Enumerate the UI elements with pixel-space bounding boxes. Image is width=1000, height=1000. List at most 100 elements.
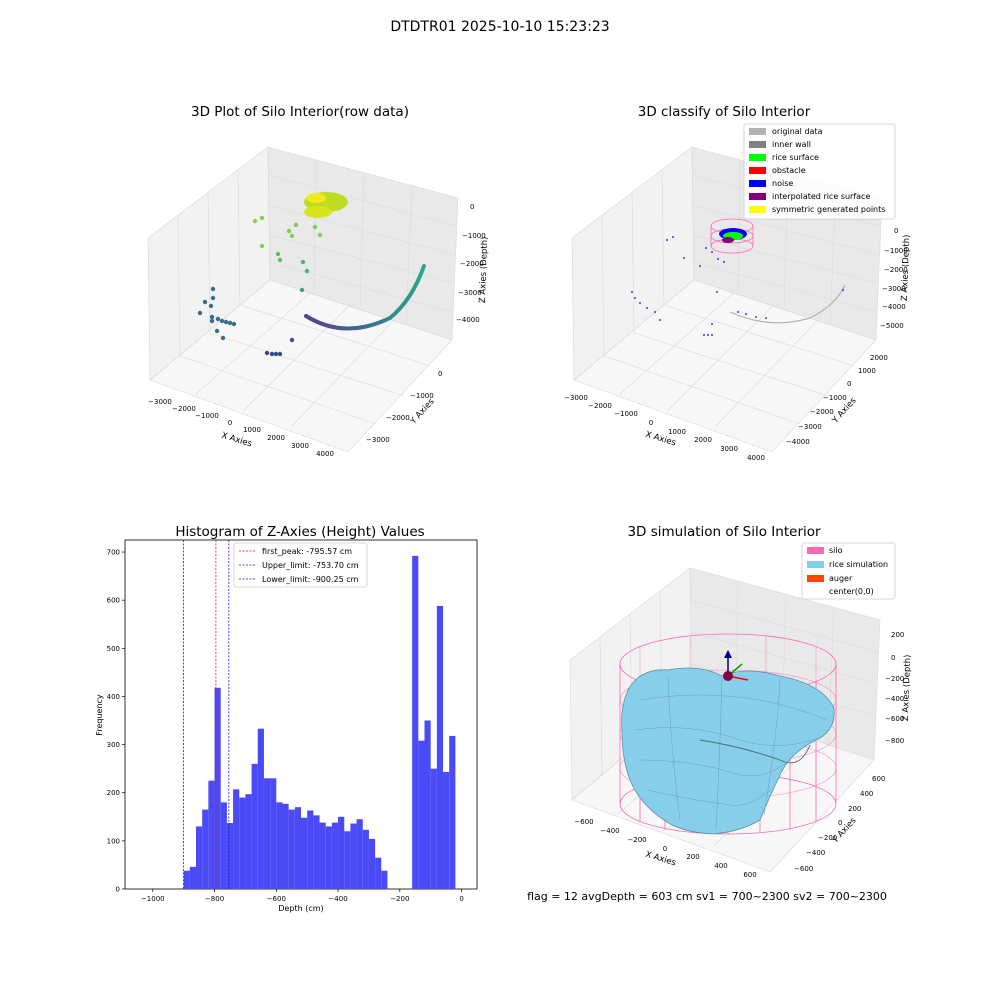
panel4-ylabel: Y Axies bbox=[830, 815, 859, 846]
panel4-xtick: 600 bbox=[743, 871, 756, 879]
legend-label-lower-limit: Lower_limit: -900.25 cm bbox=[262, 575, 359, 584]
panel2-xtick: 3000 bbox=[720, 445, 738, 453]
hist-bar-41 bbox=[436, 605, 444, 889]
hist-xtick-label-5: 0 bbox=[459, 895, 463, 903]
panel4-xtick: 0 bbox=[663, 845, 667, 853]
panel4-xtick: −600 bbox=[574, 818, 593, 826]
panel2-axes-panes bbox=[571, 146, 883, 453]
panel4-xtick: −400 bbox=[600, 827, 619, 835]
hist-bar-24 bbox=[331, 822, 339, 889]
panel1-xtick: 3000 bbox=[291, 442, 309, 450]
legend-swatch-auger bbox=[807, 575, 824, 582]
panel4-legend: silo rice simulation auger center(0,0) bbox=[801, 542, 896, 600]
panel2-ztick: −1000 bbox=[884, 247, 908, 255]
panel4-axis-ticks: −600 −400 −200 0 200 400 600 600 400 200… bbox=[574, 631, 904, 879]
hist-bar-20 bbox=[307, 810, 314, 889]
panel4-ztick: 0 bbox=[891, 654, 895, 662]
panel4-ytick: 400 bbox=[860, 790, 873, 798]
hist-bar-32 bbox=[381, 870, 388, 889]
panel1-left-cluster bbox=[197, 286, 283, 357]
hist-bar-14 bbox=[270, 778, 277, 889]
hist-ytick-label-1: 100 bbox=[107, 837, 120, 845]
hist-bar-38 bbox=[418, 740, 425, 889]
hist-bar-1 bbox=[189, 866, 197, 889]
hist-bar-2 bbox=[196, 826, 203, 889]
panel1-ztick: −1000 bbox=[462, 232, 486, 240]
panel4-xtick: 200 bbox=[686, 853, 699, 861]
legend-swatch-interpolated-rice-surface bbox=[749, 193, 766, 200]
panel-simulation-3d: 3D simulation of Silo Interior bbox=[569, 524, 913, 879]
panel2-wall-arc bbox=[729, 284, 846, 324]
panel1-ytick: −2000 bbox=[386, 414, 410, 422]
hist-bar-10 bbox=[245, 794, 252, 889]
panel4-rice-surface bbox=[621, 667, 835, 835]
panel4-ytick: 200 bbox=[848, 805, 861, 813]
panel2-data-points bbox=[631, 218, 846, 336]
legend-label-obstacle: obstacle bbox=[772, 166, 806, 175]
hist-bar-9 bbox=[239, 797, 246, 889]
panel1-xtick: 0 bbox=[228, 419, 232, 427]
panel2-noise-points bbox=[631, 236, 844, 336]
legend-label-first-peak: first_peak: -795.57 cm bbox=[262, 547, 352, 556]
panel1-title: 3D Plot of Silo Interior(row data) bbox=[191, 104, 409, 120]
hist-ytick-label-2: 200 bbox=[107, 789, 120, 797]
legend-swatch-rice-surface bbox=[749, 154, 766, 161]
panel4-ztick: −800 bbox=[885, 737, 904, 745]
panel4-rice-mesh bbox=[635, 675, 827, 831]
panel4-ztick: −600 bbox=[885, 715, 904, 723]
panel2-xtick: 1000 bbox=[668, 428, 686, 436]
panel2-xtick: −3000 bbox=[564, 394, 588, 402]
hist-bar-25 bbox=[338, 816, 345, 889]
legend-swatch-symmetric-generated-points bbox=[749, 206, 766, 213]
panel2-ytick: −3000 bbox=[798, 423, 822, 431]
panel2-ztick: 0 bbox=[894, 227, 898, 235]
hist-bar-30 bbox=[368, 838, 376, 889]
panel1-axis-ticks: −3000 −2000 −1000 0 1000 2000 3000 4000 … bbox=[148, 203, 486, 458]
hist-bar-3 bbox=[202, 809, 209, 889]
panel1-xtick: 4000 bbox=[316, 450, 334, 458]
panel2-ytick: −1000 bbox=[823, 394, 847, 402]
hist-ylabel: Frequency bbox=[95, 694, 104, 736]
legend-label-rice-surface: rice surface bbox=[772, 153, 819, 162]
hist-bar-18 bbox=[294, 807, 301, 889]
panel1-zlabel: Z Axies (Depth) bbox=[478, 236, 490, 303]
panel4-ztick: −400 bbox=[885, 695, 904, 703]
panel4-ytick: −400 bbox=[806, 849, 825, 857]
panel2-xtick: 2000 bbox=[694, 436, 712, 444]
panel1-data-points bbox=[197, 192, 426, 357]
hist-bar-40 bbox=[430, 768, 437, 889]
legend-label-silo: silo bbox=[829, 546, 843, 555]
legend-swatch-obstacle bbox=[749, 167, 766, 174]
panel2-xtick: −1000 bbox=[614, 410, 638, 418]
panel2-xtick: −2000 bbox=[588, 402, 612, 410]
hist-bar-5 bbox=[214, 687, 221, 889]
panel1-xtick: 2000 bbox=[267, 434, 285, 442]
hist-xtick-label-3: −400 bbox=[328, 895, 347, 903]
panel2-ztick: −4000 bbox=[882, 303, 906, 311]
hist-xtick-label-0: −1000 bbox=[141, 895, 165, 903]
hist-bar-6 bbox=[220, 802, 227, 889]
panel2-xtick: 0 bbox=[649, 419, 653, 427]
hist-xticks: −1000 −800 −600 −400 −200 0 bbox=[141, 889, 464, 903]
panel4-zlabel: Z Axies (Depth) bbox=[901, 654, 913, 721]
hist-bar-17 bbox=[288, 809, 295, 889]
hist-bar-8 bbox=[233, 789, 240, 889]
legend-label-center: center(0,0) bbox=[829, 587, 874, 596]
panel2-ztick: −2000 bbox=[884, 266, 908, 274]
panel-classify-3d: 3D classify of Silo Interior bbox=[564, 104, 912, 462]
panel1-ylabel: Y Axies bbox=[408, 396, 437, 427]
panel4-ytick: −600 bbox=[794, 865, 813, 873]
hist-ytick-label-6: 600 bbox=[107, 597, 120, 605]
legend-swatch-original-data bbox=[749, 128, 766, 135]
hist-xtick-label-2: −600 bbox=[267, 895, 286, 903]
panel1-ytick: −1000 bbox=[410, 392, 434, 400]
hist-bar-29 bbox=[362, 829, 369, 889]
panel2-ytick: −4000 bbox=[786, 438, 810, 446]
legend-swatch-inner-wall bbox=[749, 141, 766, 148]
panel4-ytick: −200 bbox=[818, 834, 837, 842]
panel1-ytick: −3000 bbox=[366, 436, 390, 444]
hist-yticks: 0 100 200 300 400 500 600 700 bbox=[107, 549, 125, 894]
hist-bar-19 bbox=[301, 817, 308, 889]
panel2-ytick: 0 bbox=[847, 380, 851, 388]
